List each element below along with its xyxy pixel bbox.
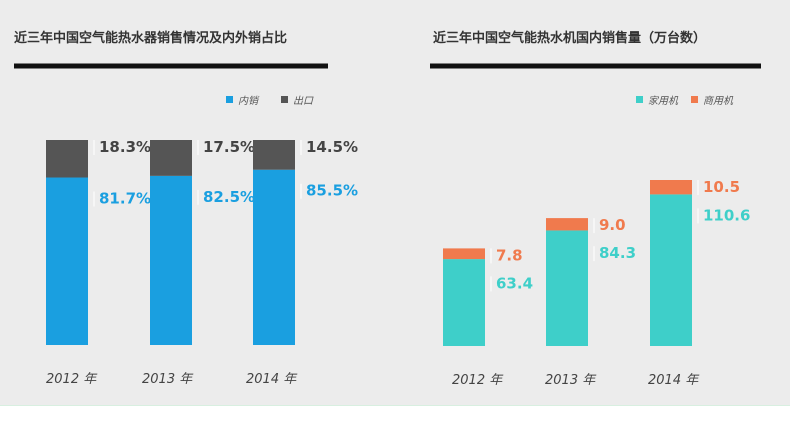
category-label: 2012 年 — [452, 373, 504, 388]
category-label: 2014 年 — [648, 373, 700, 388]
data-label: 85.5% — [306, 182, 358, 200]
data-label: 63.4 — [496, 274, 533, 292]
category-label: 2013 年 — [142, 372, 194, 387]
data-label: 84.3 — [599, 244, 636, 262]
category-label: 2013 年 — [545, 373, 597, 388]
bar-segment — [546, 230, 588, 346]
data-label: 81.7% — [99, 190, 151, 208]
data-label: 7.8 — [496, 246, 523, 264]
bar-segment — [546, 218, 588, 231]
legend-swatch — [691, 96, 698, 103]
category-label: 2012 年 — [46, 372, 98, 387]
right-chart-panel: 近三年中国空气能热水机国内销售量（万台数） 家用机 商用机 7.8 63.4 2012 年… — [395, 0, 790, 405]
bar-segment — [150, 140, 192, 176]
legend-label: 内销 — [238, 95, 260, 107]
domestic-volume-chart: 近三年中国空气能热水机国内销售量（万台数） 家用机 商用机 7.8 63.4 2012 年… — [430, 30, 761, 388]
data-label: 14.5% — [306, 138, 358, 156]
data-label: 18.3% — [99, 138, 151, 156]
bar-segment — [443, 248, 485, 260]
bar-segment — [650, 180, 692, 195]
bar-segment — [46, 177, 88, 345]
bar-segment — [253, 140, 295, 170]
bar-segment — [150, 175, 192, 345]
bar-segment — [443, 259, 485, 346]
legend-label: 家用机 — [648, 95, 679, 107]
chart-title: 近三年中国空气能热水机国内销售量（万台数） — [433, 30, 706, 46]
data-label: 9.0 — [599, 216, 626, 234]
data-label: 110.6 — [703, 206, 750, 224]
legend-swatch — [636, 96, 643, 103]
legend-label: 商用机 — [703, 95, 734, 107]
bottom-strip — [0, 405, 790, 428]
chart-title: 近三年中国空气能热水器销售情况及内外销占比 — [14, 30, 287, 46]
left-chart-panel: 近三年中国空气能热水器销售情况及内外销占比内销 出口 18.3% 81.7% 2012 … — [0, 0, 395, 405]
bar-segment — [650, 194, 692, 346]
legend-swatch — [226, 96, 233, 103]
data-label: 10.5 — [703, 178, 740, 196]
bar-segment — [253, 169, 295, 345]
data-label: 17.5% — [203, 138, 255, 156]
legend-label: 出口 — [293, 95, 314, 107]
category-label: 2014 年 — [246, 372, 298, 387]
data-label: 82.5% — [203, 188, 255, 206]
bar-segment — [46, 140, 88, 178]
legend-swatch — [281, 96, 288, 103]
